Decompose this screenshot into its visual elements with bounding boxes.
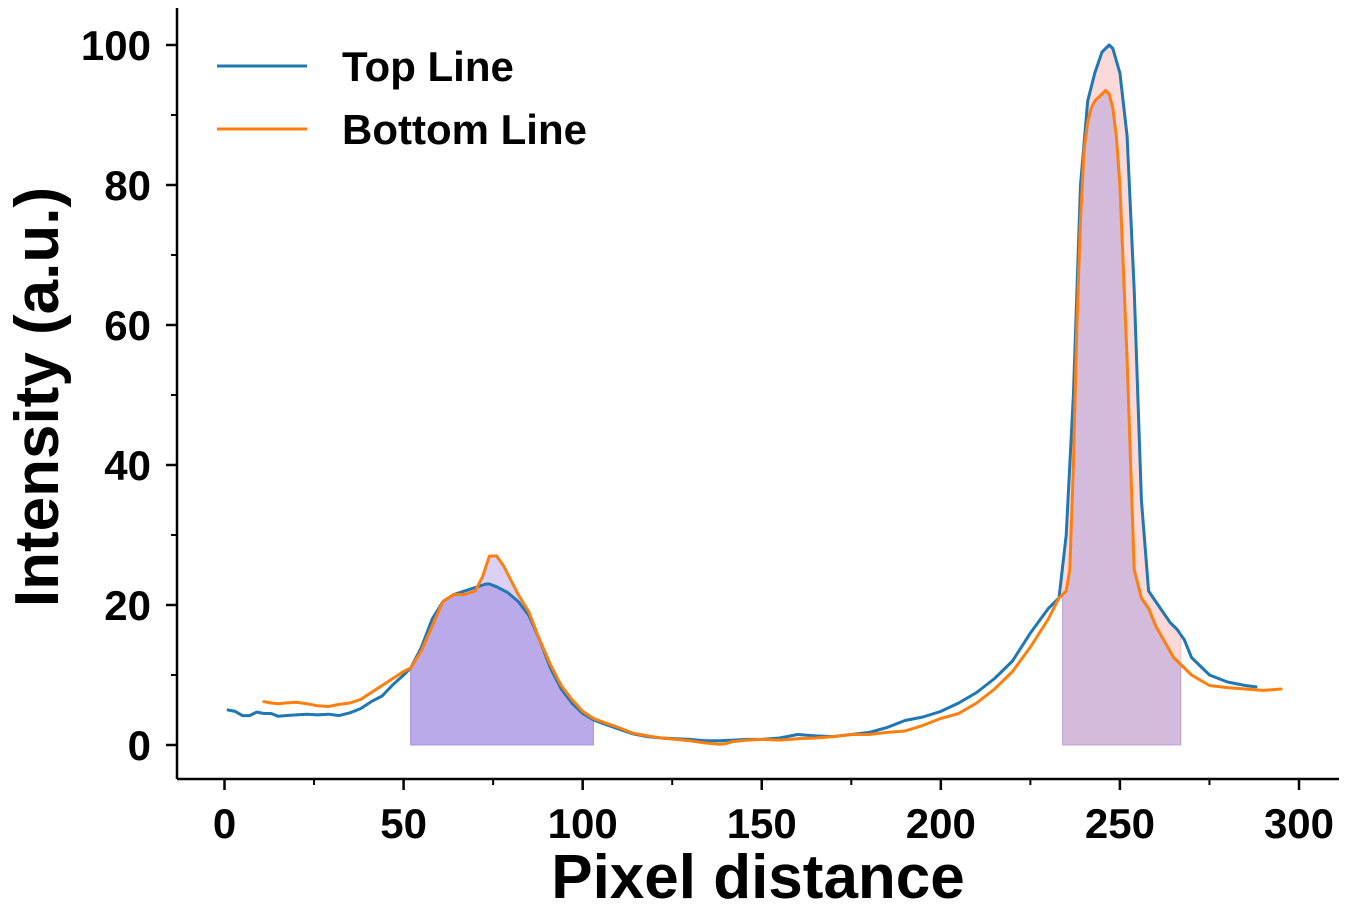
- axes: [175, 8, 1339, 781]
- filled-region-2: [410, 555, 594, 746]
- y-tick-label: 20: [104, 582, 151, 629]
- x-tick-label: 300: [1264, 800, 1334, 847]
- legend-label-top-line: Top Line: [342, 43, 514, 90]
- series-lines: [226, 43, 1283, 746]
- y-tick-label: 0: [128, 722, 151, 769]
- x-tick-label: 200: [906, 800, 976, 847]
- y-axis-title: Intensity (a.u.): [3, 187, 72, 607]
- y-tick-label: 60: [104, 302, 151, 349]
- x-tick-label: 250: [1085, 800, 1155, 847]
- y-tick-label: 100: [81, 22, 151, 69]
- filled-regions: [410, 44, 1182, 746]
- x-axis-title: Pixel distance: [551, 843, 965, 912]
- legend: Top Line Bottom Line: [217, 43, 587, 153]
- ticks: 0 50 100 150 200 250 300 0 20 40 60 80 100: [81, 22, 1334, 847]
- y-tick-label: 40: [104, 442, 151, 489]
- x-tick-label: 50: [380, 800, 427, 847]
- x-tick-label: 0: [213, 800, 236, 847]
- series-line-bottom-line: [262, 89, 1283, 746]
- x-tick-label: 100: [548, 800, 618, 847]
- x-tick-label: 150: [727, 800, 797, 847]
- legend-label-bottom-line: Bottom Line: [342, 106, 587, 153]
- y-tick-label: 80: [104, 162, 151, 209]
